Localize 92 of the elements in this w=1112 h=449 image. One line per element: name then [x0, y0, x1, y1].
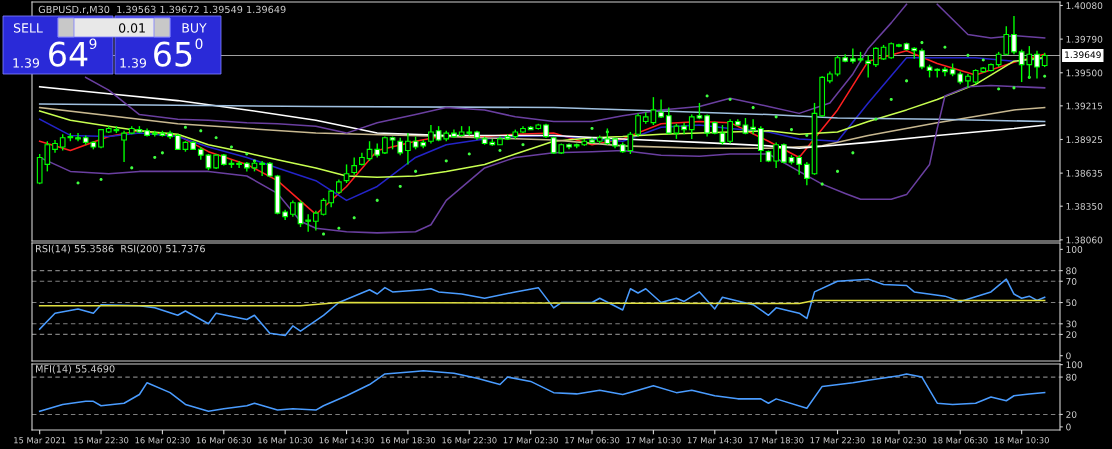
- candlestick: [405, 132, 411, 166]
- candlestick: [635, 112, 641, 138]
- candlestick: [312, 210, 319, 232]
- point: [321, 232, 326, 236]
- y-tick-label: 100: [1066, 246, 1083, 253]
- y-tick-label: 0: [1066, 423, 1071, 431]
- point: [414, 169, 418, 173]
- annotation: 65: [154, 41, 192, 67]
- point: [183, 125, 187, 129]
- x-tick-label: 16 Mar 14:30: [319, 437, 374, 444]
- candlestick: [803, 161, 810, 187]
- point: [229, 145, 234, 149]
- y-tick-label: 70: [1066, 278, 1077, 285]
- y-tick-label: 1.38060: [1066, 236, 1103, 244]
- x-tick-label: 16 Mar 22:30: [442, 437, 497, 444]
- candlestick: [834, 54, 841, 77]
- point: [199, 129, 203, 133]
- x-tick-label: 17 Mar 14:30: [687, 437, 743, 444]
- candlestick: [873, 46, 879, 68]
- y-tick-label: 20: [1066, 331, 1077, 338]
- candlestick: [727, 118, 733, 145]
- y-tick-label: 1.39790: [1066, 35, 1103, 43]
- candlestick: [121, 130, 127, 163]
- y-tick-label: 50: [1066, 299, 1077, 307]
- annotation: SELL: [13, 23, 43, 33]
- candlestick: [942, 66, 948, 77]
- x-tick-label: 17 Mar 02:30: [503, 437, 558, 444]
- chart-title: RSI(14) 55.3586 RSI(200) 51.7376: [36, 244, 205, 254]
- x-tick-label: 17 Mar 10:30: [626, 437, 681, 444]
- point: [981, 58, 985, 62]
- y-tick-label: 1.38350: [1066, 202, 1103, 210]
- annotation: 64: [49, 41, 88, 67]
- y-tick-label: 20: [1066, 411, 1077, 418]
- x-tick-label: 18 Mar 06:30: [933, 437, 988, 444]
- x-tick-label: 15 Mar 22:30: [74, 437, 129, 444]
- point: [874, 117, 878, 121]
- x-tick-label: 18 Mar 02:30: [871, 437, 927, 444]
- y-tick-label: 100: [1066, 361, 1083, 369]
- y-tick-label: 80: [1066, 267, 1077, 275]
- point: [590, 126, 594, 131]
- candlestick: [259, 160, 266, 177]
- line-series: [38, 106, 1046, 149]
- candlestick: [236, 160, 242, 169]
- point: [835, 169, 840, 173]
- chart-title: MFI(14) 55.4690: [36, 365, 115, 374]
- candlestick: [919, 47, 925, 70]
- y-tick-label: 1.39500: [1066, 69, 1103, 77]
- candlestick: [1034, 50, 1040, 80]
- x-tick-label: 15 Mar 2021: [14, 437, 66, 444]
- point: [1043, 74, 1047, 78]
- chart-title: GBPUSD.r,M30 1.39563 1.39672 1.39549 1.39649: [38, 5, 286, 15]
- x-tick-label: 18 Mar 10:30: [994, 437, 1049, 444]
- ref-line-label: 1.39649: [1065, 51, 1101, 59]
- x-tick-label: 16 Mar 02:30: [135, 437, 190, 444]
- y-tick-label: 30: [1066, 320, 1077, 328]
- candlestick: [865, 54, 872, 79]
- y-tick-label: 0: [1066, 352, 1071, 360]
- x-tick-label: 16 Mar 06:30: [196, 437, 252, 444]
- annotation: 9: [89, 38, 97, 50]
- annotation: BUY: [182, 23, 207, 33]
- x-tick-label: 16 Mar 10:30: [258, 437, 313, 444]
- candlestick: [75, 132, 81, 142]
- candlestick: [428, 124, 434, 145]
- point: [352, 216, 356, 220]
- candlestick: [305, 213, 312, 233]
- x-tick-label: 17 Mar 22:30: [810, 437, 865, 444]
- y-tick-label: 1.38635: [1066, 169, 1103, 177]
- candlestick: [773, 141, 780, 169]
- point: [498, 148, 502, 153]
- x-tick-label: 16 Mar 18:30: [381, 437, 436, 444]
- y-tick-label: 80: [1066, 373, 1077, 381]
- point: [99, 177, 103, 182]
- point: [774, 115, 778, 119]
- point: [789, 128, 794, 132]
- point: [851, 151, 855, 155]
- line-series: [38, 103, 1046, 123]
- candlestick: [796, 154, 803, 176]
- point: [820, 182, 824, 186]
- line-series: [38, 278, 1046, 337]
- y-tick-label: 1.40080: [1066, 2, 1103, 10]
- candlestick: [850, 47, 856, 65]
- y-tick-label: 1.39215: [1066, 102, 1103, 110]
- point: [997, 87, 1001, 91]
- annotation: 0.01: [118, 23, 145, 33]
- annotation: 1.39: [13, 58, 40, 68]
- x-tick-label: 17 Mar 06:30: [565, 437, 620, 444]
- y-tick-label: 1.38925: [1066, 136, 1103, 144]
- candlestick: [750, 118, 756, 135]
- annotation: 1.39: [120, 58, 147, 68]
- x-tick-label: 17 Mar 18:30: [749, 437, 804, 444]
- annotation: 0: [195, 38, 203, 50]
- candlestick: [1011, 15, 1017, 55]
